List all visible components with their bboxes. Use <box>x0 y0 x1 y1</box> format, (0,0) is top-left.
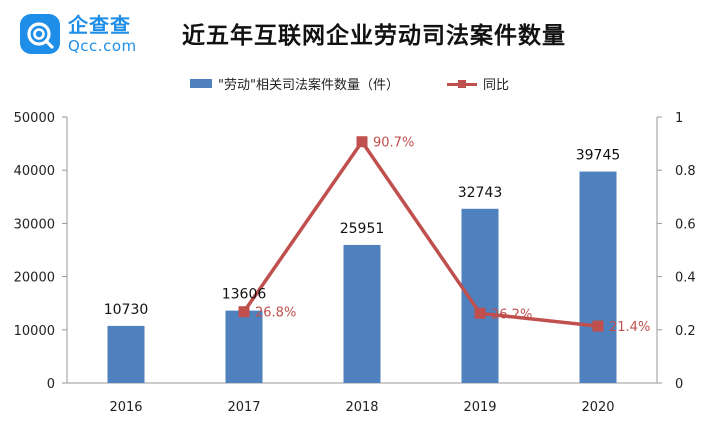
line-value-label: 21.4% <box>609 320 650 335</box>
y-tick-label-right: 0.4 <box>675 271 696 286</box>
line-point <box>238 306 250 318</box>
legend-line-label: 同比 <box>482 78 509 93</box>
line-point <box>592 320 604 332</box>
x-tick-label: 2019 <box>463 400 496 415</box>
y-tick-label-left: 30000 <box>14 217 55 232</box>
bar <box>225 310 263 383</box>
line-point <box>474 307 486 319</box>
chart-title: 近五年互联网企业劳动司法案件数量 <box>182 23 566 49</box>
bar <box>579 171 617 383</box>
y-tick-label-right: 0 <box>675 377 683 392</box>
x-tick-label: 2016 <box>109 400 142 415</box>
x-tick-label: 2020 <box>581 400 614 415</box>
y-tick-label-left: 10000 <box>14 324 55 339</box>
legend-bar-label: "劳动"相关司法案件数量（件） <box>218 78 399 93</box>
bar-value-label: 39745 <box>576 148 621 164</box>
line-value-label: 26.2% <box>491 307 532 322</box>
y-tick-label-left: 0 <box>47 377 55 392</box>
bar-value-label: 10730 <box>104 302 149 318</box>
line-series <box>242 139 599 328</box>
bar <box>343 244 381 383</box>
legend-bar-swatch <box>190 79 212 88</box>
line-value-label: 26.8% <box>255 306 296 321</box>
brand-logo: 企查查 Qcc.com <box>20 14 137 54</box>
brand-domain: Qcc.com <box>68 36 137 55</box>
bar-value-label: 32743 <box>458 185 503 201</box>
y-tick-label-right: 1 <box>675 111 683 126</box>
qcc-logo-icon <box>20 14 60 54</box>
chart-legend: "劳动"相关司法案件数量（件） 同比 <box>190 74 509 93</box>
bar-value-label: 13606 <box>222 287 267 303</box>
line-value-label: 90.7% <box>373 136 414 151</box>
brand-name: 企查查 <box>68 12 131 37</box>
y-tick-label-left: 20000 <box>14 271 55 286</box>
y-tick-label-left: 50000 <box>14 111 55 126</box>
x-tick-label: 2018 <box>345 400 378 415</box>
bar <box>107 325 145 383</box>
y-tick-label-right: 0.8 <box>675 164 696 179</box>
bar-value-label: 25951 <box>340 221 385 237</box>
line-point <box>356 136 368 148</box>
legend-line-swatch <box>446 78 477 90</box>
y-tick-label-left: 40000 <box>14 164 55 179</box>
y-tick-label-right: 0.6 <box>675 217 696 232</box>
x-tick-label: 2017 <box>227 400 260 415</box>
y-tick-label-right: 0.2 <box>675 324 696 339</box>
